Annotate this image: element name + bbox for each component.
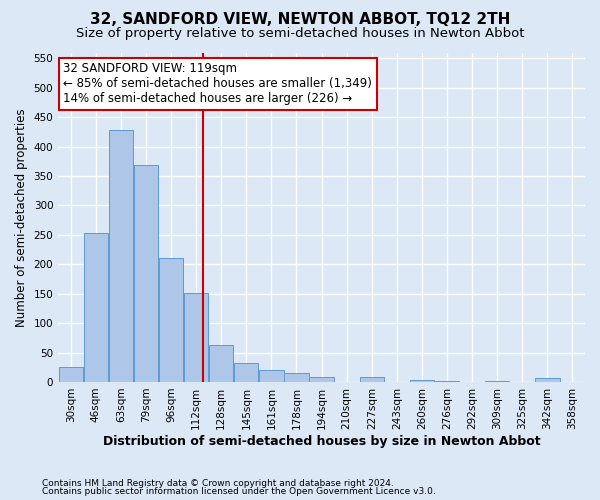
Bar [410,380,434,382]
Bar [109,130,133,382]
Bar [359,378,384,382]
Y-axis label: Number of semi-detached properties: Number of semi-detached properties [15,108,28,326]
Text: Size of property relative to semi-detached houses in Newton Abbot: Size of property relative to semi-detach… [76,28,524,40]
Bar [184,293,208,382]
Bar [209,345,233,382]
Bar [284,372,308,382]
Bar [310,378,334,382]
Bar [159,258,183,382]
Bar [234,362,259,382]
Text: 32, SANDFORD VIEW, NEWTON ABBOT, TQ12 2TH: 32, SANDFORD VIEW, NEWTON ABBOT, TQ12 2T… [90,12,510,28]
Text: Contains HM Land Registry data © Crown copyright and database right 2024.: Contains HM Land Registry data © Crown c… [42,478,394,488]
Bar [59,368,83,382]
Text: 32 SANDFORD VIEW: 119sqm
← 85% of semi-detached houses are smaller (1,349)
14% o: 32 SANDFORD VIEW: 119sqm ← 85% of semi-d… [64,62,373,106]
Bar [134,165,158,382]
Bar [259,370,284,382]
X-axis label: Distribution of semi-detached houses by size in Newton Abbot: Distribution of semi-detached houses by … [103,434,541,448]
Bar [83,233,108,382]
Bar [535,378,560,382]
Text: Contains public sector information licensed under the Open Government Licence v3: Contains public sector information licen… [42,487,436,496]
